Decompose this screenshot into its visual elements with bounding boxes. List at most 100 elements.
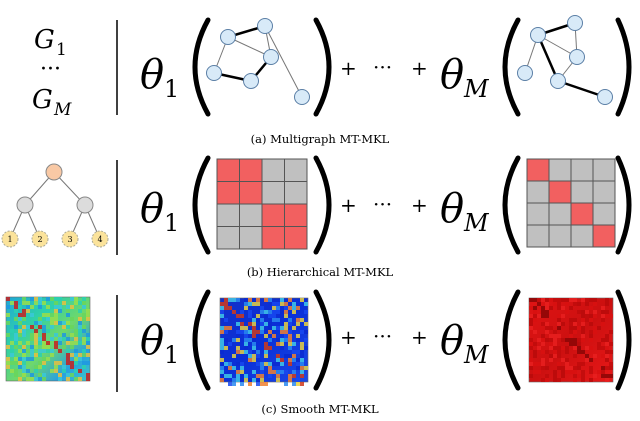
grid-cell [261, 158, 285, 182]
grid-cell [284, 181, 308, 205]
grid-cell [526, 180, 550, 204]
tree-leaf-node [91, 230, 109, 248]
theta-m-symbol: θ [440, 52, 464, 98]
grid-cell [216, 181, 240, 205]
graph-node [530, 27, 546, 43]
row-multigraph: G 1 ··· G M θ 1 + ··· + θ M [32, 15, 632, 146]
grid-cell [261, 226, 285, 250]
theta-1-symbol: θ [140, 186, 164, 232]
grid-cell [570, 202, 594, 226]
grid-cell [526, 158, 550, 182]
tree-leaf-node [1, 230, 19, 248]
heatmap-left [5, 296, 91, 382]
caption-b: (b) Hierarchical MT-MKL [247, 265, 394, 279]
tree-leaf-label: 2 [37, 235, 42, 244]
grid-cell [570, 224, 594, 248]
plus-sign: + [411, 56, 428, 80]
heatmap-theta-1 [219, 297, 309, 386]
graph-node [597, 89, 613, 105]
grid-cell [261, 203, 285, 227]
grid-cell [239, 181, 263, 205]
theta-1-subscript: 1 [164, 75, 179, 103]
grid-cell [239, 158, 263, 182]
caption-c: (c) Smooth MT-MKL [261, 402, 379, 416]
tree-diagram: 1 2 3 4 [1, 163, 109, 248]
tree-leaf-label: 1 [7, 235, 12, 244]
grid-cell [526, 202, 550, 226]
plus-sign: + [411, 193, 428, 217]
grid-cell [239, 226, 263, 250]
grid-cell [216, 158, 240, 182]
tree-leaf-node [31, 230, 49, 248]
theta-m-subscript: M [463, 341, 490, 369]
graph-node [220, 29, 236, 45]
theta-m-symbol: θ [440, 318, 464, 364]
left-paren [192, 17, 211, 117]
right-paren [615, 17, 632, 117]
block-grid-m [526, 158, 616, 248]
graph-node [206, 65, 222, 81]
graph-node [567, 15, 583, 31]
tree-leaf-label: 4 [97, 235, 102, 244]
tree-internal-node [16, 196, 34, 214]
theta-1-symbol: θ [140, 318, 164, 364]
graph-node [569, 49, 585, 65]
graph-node [517, 65, 533, 81]
graph-node [263, 49, 279, 65]
right-paren [313, 17, 332, 117]
grid-cell [284, 226, 308, 250]
left-paren [502, 155, 521, 255]
graph-label-gm-sub: M [53, 100, 72, 120]
grid-cell [216, 226, 240, 250]
graph-node [294, 89, 310, 105]
plus-sign: + [340, 56, 357, 80]
graph-node [243, 73, 259, 89]
graph-m [517, 15, 613, 105]
right-paren [615, 155, 632, 255]
graph-1 [206, 18, 310, 105]
plus-sign: + [340, 325, 357, 349]
theta-1-subscript: 1 [164, 341, 179, 369]
grid-cell [592, 180, 616, 204]
theta-m-subscript: M [463, 75, 490, 103]
plus-sign: + [411, 325, 428, 349]
right-paren [615, 289, 632, 391]
graph-label-gm: G [32, 85, 53, 115]
grid-cell [592, 158, 616, 182]
theta-1-subscript: 1 [164, 209, 179, 237]
graph-label-dots: ··· [40, 57, 61, 82]
block-grid-1 [216, 158, 308, 250]
grid-cell [239, 203, 263, 227]
left-paren [502, 289, 521, 391]
left-paren [192, 155, 211, 255]
grid-cell [261, 181, 285, 205]
left-paren [502, 17, 521, 117]
graph-node [257, 18, 273, 34]
graph-node [550, 73, 566, 89]
row-smooth: θ 1 + ··· + θ M (c) Smooth MT-MKL [5, 289, 632, 416]
grid-cell [284, 203, 308, 227]
grid-cell [570, 158, 594, 182]
grid-cell [548, 202, 572, 226]
tree-root-node [45, 163, 63, 181]
grid-cell [570, 180, 594, 204]
grid-cell [284, 158, 308, 182]
theta-m-subscript: M [463, 209, 490, 237]
grid-cell [592, 224, 616, 248]
right-paren [313, 289, 332, 391]
ellipsis: ··· [373, 192, 392, 216]
grid-cell [548, 158, 572, 182]
left-paren [192, 289, 211, 391]
grid-cell [526, 224, 550, 248]
grid-cell [548, 180, 572, 204]
plus-sign: + [340, 193, 357, 217]
graph-label-g1-sub: 1 [56, 40, 67, 60]
row-hierarchical: 1 2 3 4 θ 1 + ··· + θ M (b) Hierarchical… [1, 155, 632, 279]
right-paren [313, 155, 332, 255]
grid-cell [548, 224, 572, 248]
tree-leaf-node [61, 230, 79, 248]
tree-internal-node [76, 196, 94, 214]
tree-leaf-label: 3 [67, 235, 72, 244]
theta-m-symbol: θ [440, 186, 464, 232]
